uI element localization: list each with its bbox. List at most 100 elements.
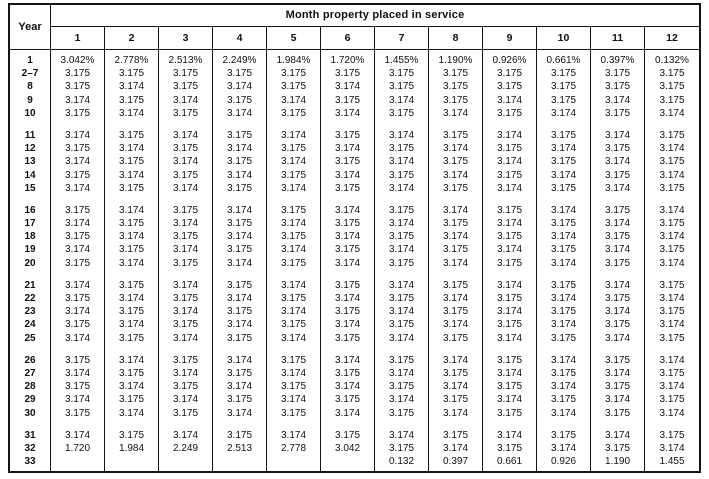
table-row: 2–7 3.175 3.175 3.175 3.175 3.175 3.175 3.175 3.… [10,67,699,81]
value-cell: 3.174 [591,366,645,381]
value-cell: 3.175 [591,142,645,156]
value-cell: 0.926% [483,54,537,68]
value-cell: 0.926 [537,455,591,469]
year-label: 9 [10,93,51,107]
value-cell: 3.174 [105,80,159,94]
value-cell: 3.174 [591,181,645,195]
value-cell: 3.175 [429,278,483,293]
year-label [10,50,51,54]
value-cell: 3.175 [537,217,591,231]
year-column-header: Year [10,5,51,49]
value-cell: 3.174 [159,366,213,381]
value-cell: 3.175 [213,155,267,169]
value-cell: 3.175 [375,203,429,218]
value-cell: 3.175 [483,380,537,394]
table-row: 22 3.175 3.174 3.175 3.174 3.175 3.174 3.175 3.1… [10,292,699,306]
value-cell: 3.174 [429,106,483,120]
value-cell: 3.175 [537,67,591,81]
value-cell [429,269,483,279]
value-cell: 3.175 [267,168,321,182]
year-label: 33 [10,455,51,469]
value-cell: 3.175 [51,230,105,244]
year-label: 1 [10,54,51,68]
value-cell [159,269,213,279]
value-cell: 3.175 [483,106,537,120]
value-cell: 3.174 [51,366,105,381]
month-header-cell: 2 [105,27,159,49]
value-cell: 3.175 [321,217,375,231]
value-cell: 3.174 [105,256,159,270]
value-cell: 3.175 [213,393,267,407]
year-label: 17 [10,217,51,231]
value-cell: 3.174 [321,142,375,156]
value-cell: 3.174 [429,168,483,182]
value-cell [267,194,321,204]
value-cell: 3.174 [483,428,537,442]
value-cell: 2.249% [213,54,267,68]
value-cell: 3.174 [591,217,645,231]
value-cell: 0.132% [655,55,689,66]
value-cell: 3.174 [537,318,591,332]
value-cell: 3.174 [537,441,591,456]
table-row: 29 3.174 3.175 3.174 3.175 3.174 3.175 3.174 3.1… [10,393,699,407]
value-cell: 3.174 [375,181,429,195]
value-cell: 3.174 [213,256,267,270]
value-cell: 3.175 [659,182,685,194]
value-cell: 3.174 [321,318,375,332]
value-cell: 3.175 [591,292,645,306]
value-cell: 1.720 [51,441,105,456]
value-cell: 3.174 [537,406,591,420]
year-label: 2–7 [10,67,51,81]
value-cell: 3.175 [321,128,375,143]
value-cell: 3.175 [659,81,685,93]
value-cell: 3.174 [483,155,537,169]
value-cell: 3.175 [51,142,105,156]
value-cell: 3.174 [659,407,685,419]
month-header-cell: 7 [375,27,429,49]
value-cell: 0.397% [591,54,645,68]
value-cell: 3.042% [51,54,105,68]
value-cell: 3.174 [267,366,321,381]
table-row: 1 3.042% 2.778% 2.513% 2.249% 1.984% 1.720% 1.4… [10,54,699,68]
value-cell: 3.175 [105,217,159,231]
value-cell: 3.174 [213,80,267,94]
value-cell [591,269,645,279]
value-cell [105,269,159,279]
year-label: 27 [10,366,51,381]
value-cell [267,269,321,279]
table-body: 1 3.042% 2.778% 2.513% 2.249% 1.984% 1.720% 1.4… [10,50,699,471]
year-label: 11 [10,128,51,143]
value-cell: 3.174 [159,93,213,107]
value-cell: 3.175 [659,244,685,256]
value-cell [429,194,483,204]
value-cell: 3.175 [483,353,537,367]
value-cell [375,419,429,429]
value-cell: 3.175 [659,394,685,406]
year-label: 8 [10,80,51,94]
value-cell: 3.175 [105,243,159,257]
value-cell: 3.175 [159,80,213,94]
value-cell: 3.175 [213,428,267,442]
value-cell: 3.175 [267,353,321,367]
value-cell: 3.175 [537,128,591,143]
value-cell: 3.175 [213,181,267,195]
value-cell: 3.174 [159,305,213,319]
value-cell: 3.175 [591,406,645,420]
value-cell [591,468,645,471]
value-cell [213,119,267,129]
value-cell: 3.174 [591,128,645,143]
value-cell [537,468,591,471]
value-cell: 3.175 [429,393,483,407]
value-cell: 3.175 [483,203,537,218]
month-header-cell: 8 [429,27,483,49]
value-cell: 3.175 [375,406,429,420]
value-cell: 3.174 [267,181,321,195]
month-header-cell: 4 [213,27,267,49]
value-cell [321,468,375,471]
value-cell [51,468,105,471]
value-cell: 3.175 [591,318,645,332]
value-cell: 3.175 [537,305,591,319]
value-cell: 3.174 [659,442,685,454]
value-cell: 3.174 [321,80,375,94]
value-cell: 3.175 [159,203,213,218]
